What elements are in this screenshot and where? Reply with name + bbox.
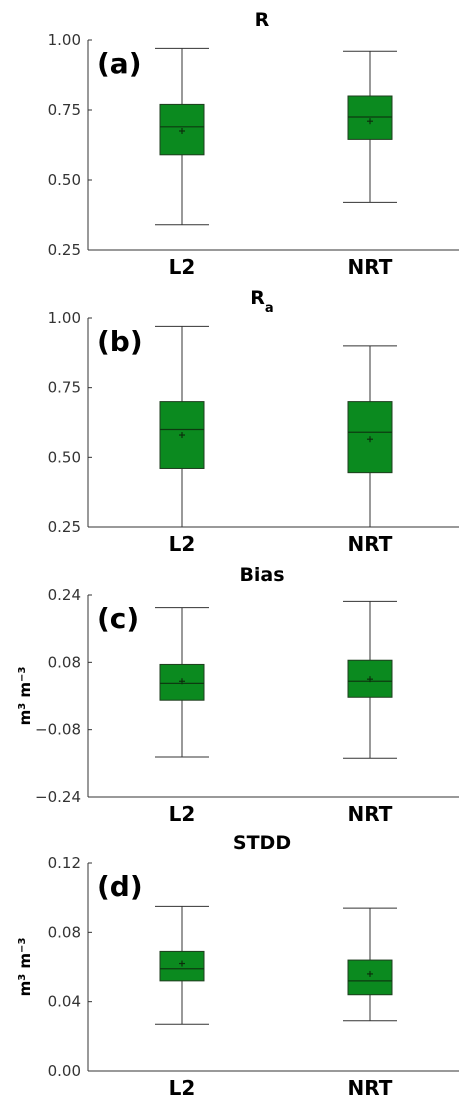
y-tick-label: 0.25 [48,518,81,536]
panel-3: STDD 0.00 0.04 0.08 0.12 (d) m3 m−3 L2 NRT [16,832,459,1100]
box-nrt: NRT [343,907,397,1100]
mean-marker [367,436,373,443]
x-category-label: NRT [348,255,393,279]
x-category-label: L2 [169,802,196,826]
y-tick-label: 1.00 [48,309,81,327]
panel-label: (b) [97,325,143,358]
box-nrt: NRT [343,600,397,826]
y-tick-label: 0.50 [48,171,81,189]
x-category-label: NRT [348,1076,393,1100]
x-category-label: L2 [169,255,196,279]
iqr-box [347,959,393,996]
y-tick-label: 0.25 [48,241,81,259]
chart-title: Bias [239,564,284,586]
box-l2: L2 [155,607,209,826]
mean-marker [367,970,373,977]
box-l2: L2 [155,47,209,279]
panel-1: Ra 0.25 0.50 0.75 1.00 (b) L2 NRT [48,287,459,556]
box-nrt: NRT [343,345,397,556]
panel-label: (c) [97,602,139,635]
box-nrt: NRT [343,50,397,279]
x-category-label: L2 [169,1076,196,1100]
panels: R 0.25 0.50 0.75 1.00 (a) L2 NRT Ra 0.25 0.50 0.75 1… [16,9,459,1100]
panel-label: (a) [97,47,142,80]
mean-marker [367,118,373,125]
y-tick-label: 0.08 [48,923,81,941]
x-category-label: L2 [169,532,196,556]
y-tick-label: −0.08 [35,721,81,739]
y-tick-label: 0.12 [48,854,81,872]
y-tick-label: 0.04 [48,993,81,1011]
box-l2: L2 [155,325,209,556]
y-tick-label: −0.24 [35,788,81,806]
y-tick-label: 0.75 [48,101,81,119]
chart-title: Ra [250,287,273,316]
panel-label: (d) [97,870,143,903]
mean-marker [179,432,185,439]
chart-title-subscript: a [265,301,274,316]
panel-0: R 0.25 0.50 0.75 1.00 (a) L2 NRT [48,9,459,279]
box-l2: L2 [155,905,209,1100]
y-tick-label: 0.50 [48,448,81,466]
mean-marker [179,128,185,134]
y-tick-label: 0.75 [48,379,81,397]
y-axis-label: m3 m−3 [16,938,34,997]
y-tick-label: 0.00 [48,1062,81,1080]
iqr-box [347,95,393,140]
y-tick-label: 0.24 [48,586,81,604]
y-tick-label: 1.00 [48,31,81,49]
mean-marker [367,676,373,683]
x-category-label: NRT [348,532,393,556]
y-tick-label: 0.08 [48,653,81,671]
y-axis-label: m3 m−3 [16,667,34,726]
x-category-label: NRT [348,802,393,826]
mean-marker [179,678,185,685]
chart-title: R [255,9,270,31]
iqr-box [159,103,205,156]
chart-title: STDD [233,832,291,854]
mean-marker [179,960,185,967]
panel-2: Bias −0.24 −0.08 0.08 0.24 (c) m3 m−3 L2 NRT [16,564,459,826]
